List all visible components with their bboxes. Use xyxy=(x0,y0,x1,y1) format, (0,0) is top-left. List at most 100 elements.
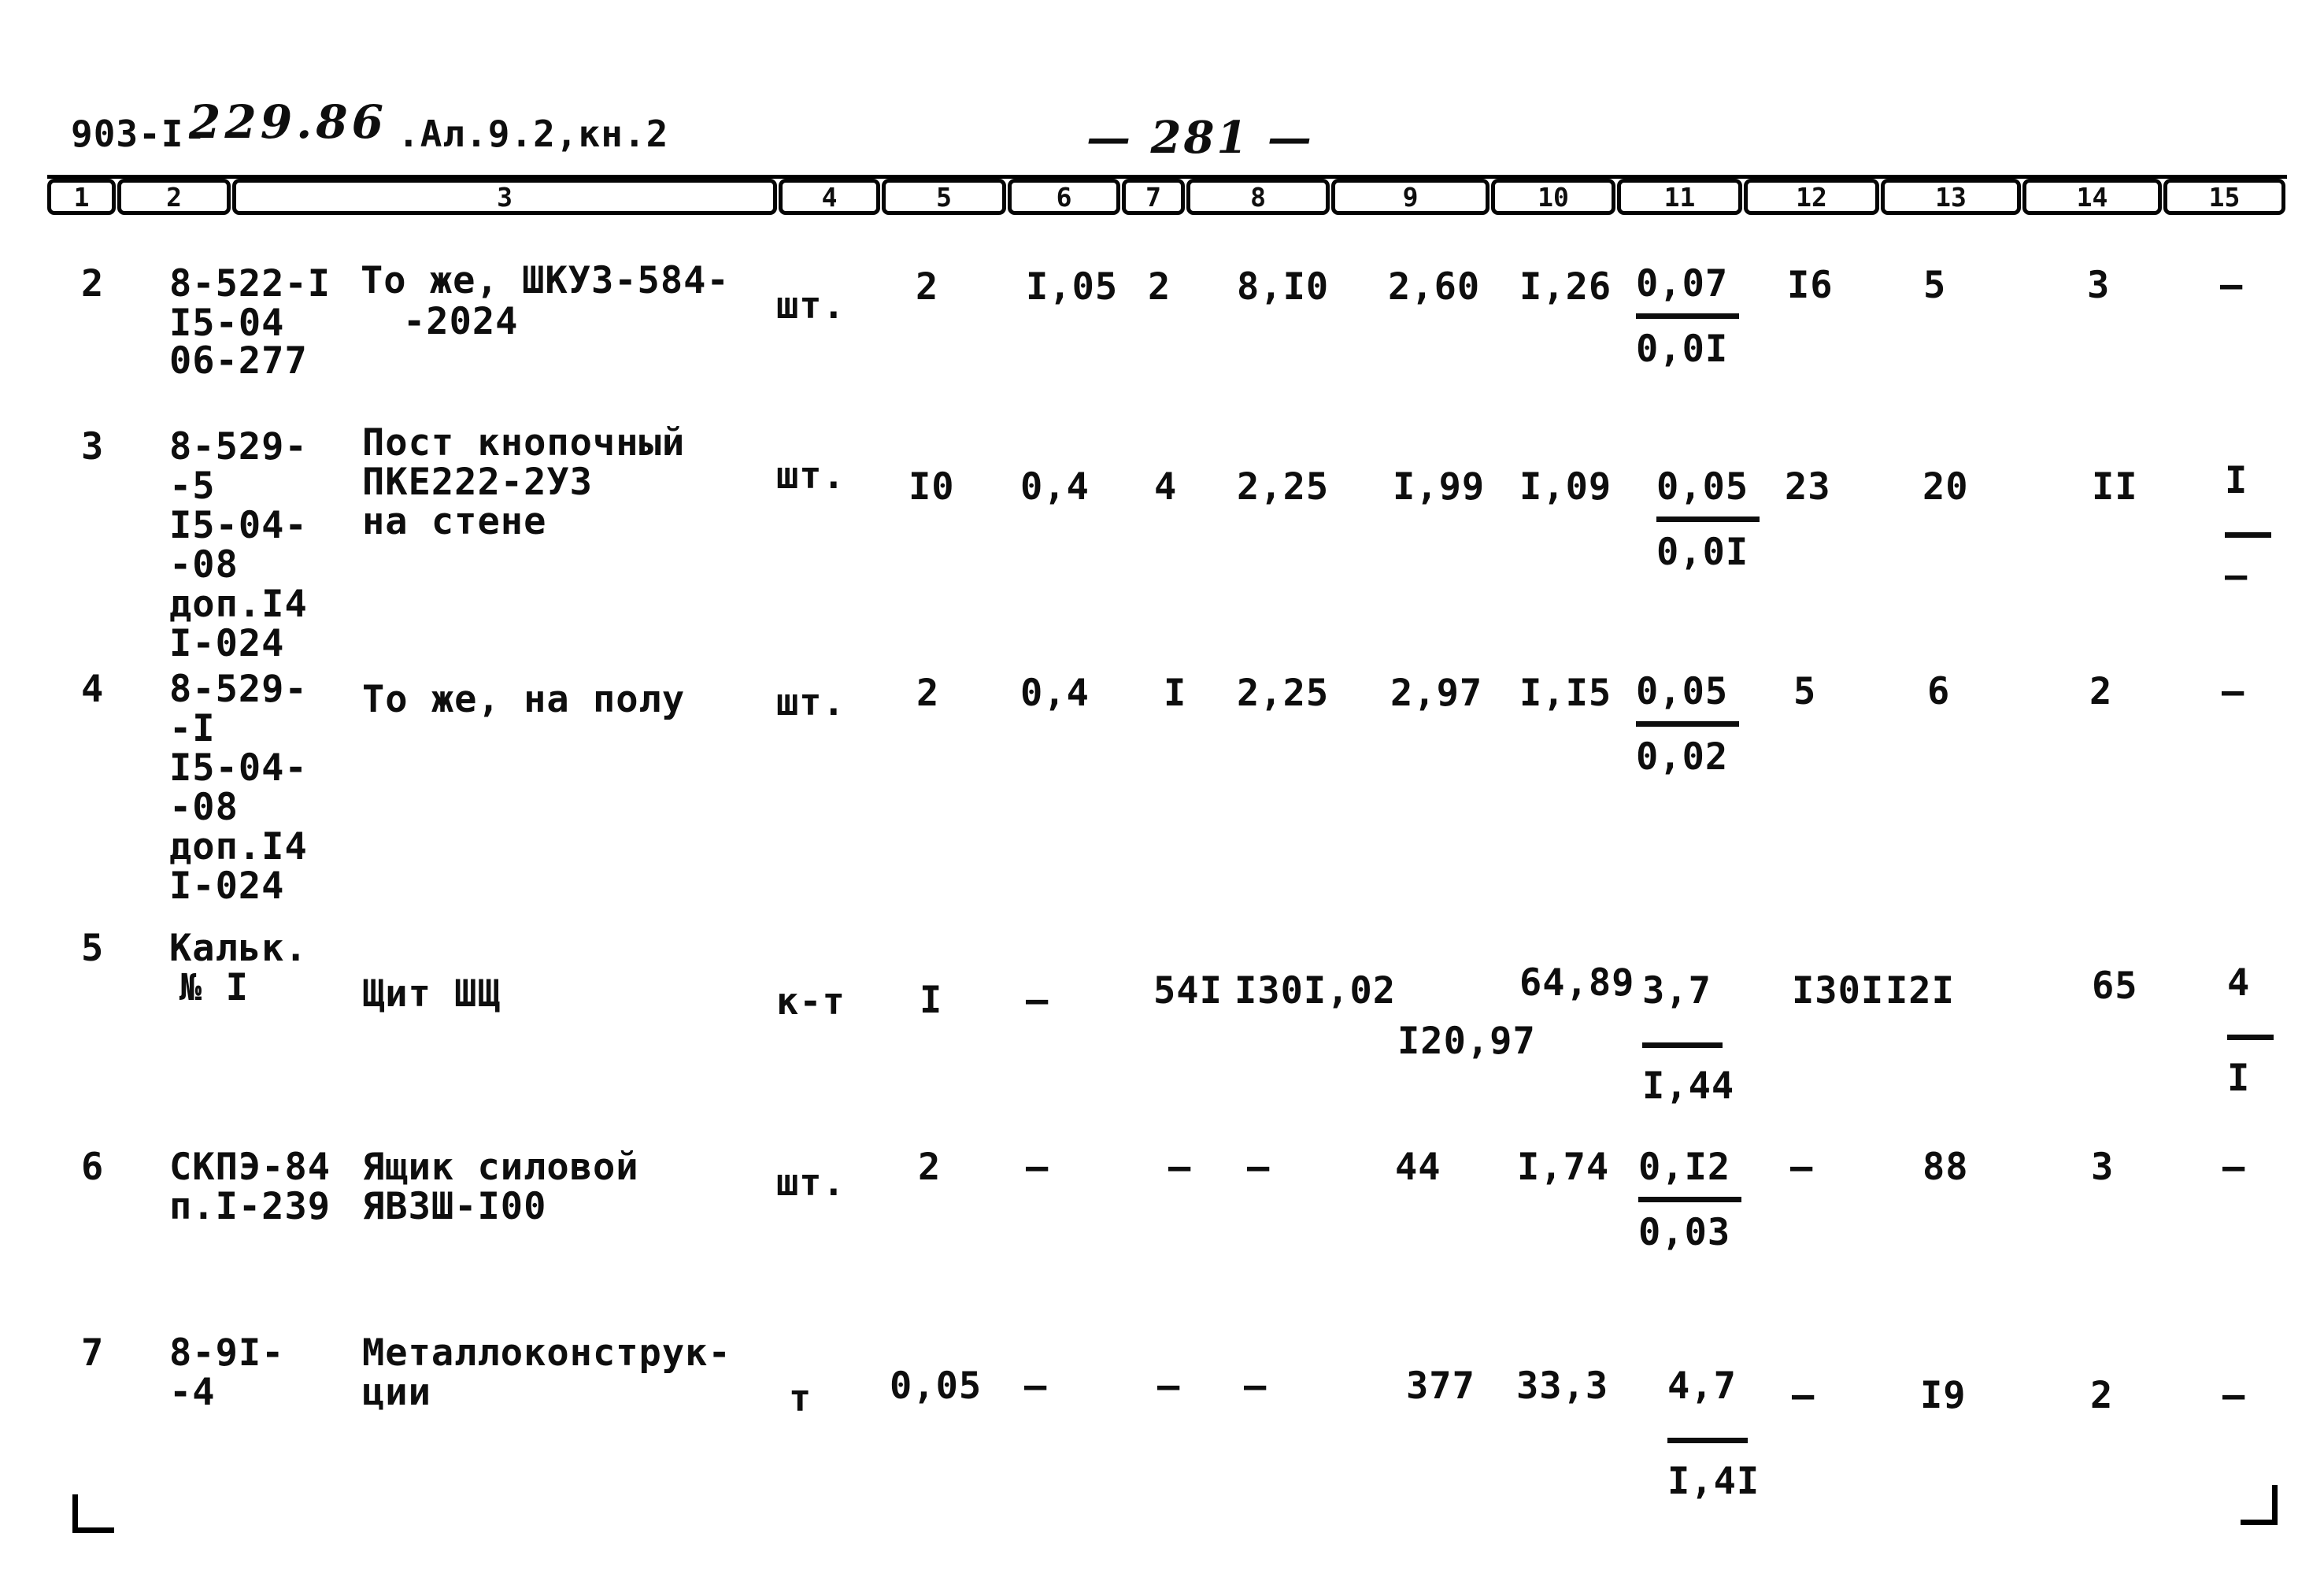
row-4-col11-fraction: 0,05 0,02 xyxy=(1636,672,1740,779)
row-4-code-line-1: 8-529- xyxy=(169,668,308,711)
row-6-col6: – xyxy=(1026,1146,1049,1189)
row-7-col14: 2 xyxy=(2090,1374,2114,1417)
column-header-13: 13 xyxy=(1881,179,2021,215)
row-6-col11-fraction: 0,I2 0,03 xyxy=(1638,1148,1742,1254)
row-4-col10: I,I5 xyxy=(1519,672,1612,715)
row-4-code-line-4: -08 xyxy=(169,786,239,829)
row-3-unit: шт. xyxy=(776,454,846,498)
row-2-col11-fraction: 0,07 0,0I xyxy=(1636,265,1740,369)
row-3-code-line-4: -08 xyxy=(169,543,239,587)
row-3-col5: I0 xyxy=(909,465,955,509)
column-header-8: 8 xyxy=(1186,179,1330,215)
column-header-9: 9 xyxy=(1331,179,1490,215)
row-7-col11-denominator: I,4I xyxy=(1667,1460,1760,1503)
row-7-col6: – xyxy=(1024,1364,1048,1408)
row-6-col10: I,74 xyxy=(1517,1146,1610,1189)
row-4-col8: 2,25 xyxy=(1237,672,1330,715)
row-3-col15-denominator: – xyxy=(2225,554,2248,598)
row-7-code-line-2: -4 xyxy=(169,1371,216,1414)
column-header-6: 6 xyxy=(1008,179,1120,215)
row-6-name-line-2: ЯВЗШ-I00 xyxy=(362,1185,547,1228)
row-4-col7: I xyxy=(1164,672,1187,715)
column-header-5: 5 xyxy=(882,179,1006,215)
row-7-col8: – xyxy=(1244,1364,1267,1408)
row-3-col15-fraction: I – xyxy=(2225,461,2271,596)
row-3-name-line-3: на стене xyxy=(362,500,547,543)
row-7-col13: I9 xyxy=(1920,1374,1967,1417)
row-4-col5: 2 xyxy=(916,672,940,715)
row-2-col14: 3 xyxy=(2087,264,2111,307)
row-3-col8: 2,25 xyxy=(1237,465,1330,509)
row-5-col11-numerator: 3,7 xyxy=(1642,972,1723,1048)
row-3-col14: II xyxy=(2092,465,2138,509)
row-2-col5: 2 xyxy=(916,265,939,309)
column-header-10: 10 xyxy=(1491,179,1615,215)
row-7-col7: – xyxy=(1157,1364,1181,1408)
row-2-item-no: 2 xyxy=(81,262,105,305)
row-4-item-no: 4 xyxy=(81,668,105,711)
row-6-col14: 3 xyxy=(2091,1146,2115,1189)
row-7-col5: 0,05 xyxy=(890,1364,983,1408)
row-3-col11-numerator: 0,05 xyxy=(1656,468,1760,522)
row-5-code-line-2: № I xyxy=(179,966,249,1009)
row-6-code-line-1: СКПЭ-84 xyxy=(169,1146,331,1189)
row-6-item-no: 6 xyxy=(81,1146,105,1189)
row-6-col5: 2 xyxy=(918,1146,942,1189)
row-5-col5: I xyxy=(920,979,943,1022)
column-header-11: 11 xyxy=(1617,179,1742,215)
row-2-col11-numerator: 0,07 xyxy=(1636,265,1740,319)
row-3-col12: 23 xyxy=(1785,465,1831,509)
row-2-code-line-2: I5-04 xyxy=(169,302,285,345)
row-2-name-line-1: То же, ШКУЗ-584- xyxy=(361,259,730,302)
column-header-15: 15 xyxy=(2163,179,2285,215)
row-4-col11-numerator: 0,05 xyxy=(1636,672,1740,727)
row-4-col15: – xyxy=(2222,670,2245,713)
row-6-col7: – xyxy=(1168,1146,1192,1189)
row-7-unit: т xyxy=(789,1377,812,1420)
column-header-4: 4 xyxy=(779,179,880,215)
row-5-col13: I2I xyxy=(1885,969,1955,1013)
row-3-code-line-2: -5 xyxy=(169,465,216,508)
row-2-col12: I6 xyxy=(1787,264,1834,307)
row-3-code-line-6: I-024 xyxy=(169,622,285,665)
row-2-code-line-3: 06-277 xyxy=(169,339,308,383)
row-3-col11-denominator: 0,0I xyxy=(1656,531,1749,574)
row-2-col10: I,26 xyxy=(1519,265,1612,309)
row-4-col13: 6 xyxy=(1927,670,1951,713)
row-6-col8: – xyxy=(1247,1146,1271,1189)
doc-number-typed: 903-I- xyxy=(71,113,207,155)
row-5-col11-fraction: 3,7 I,44 xyxy=(1642,972,1734,1106)
row-6-name-line-1: Ящик силовой xyxy=(362,1146,639,1189)
row-3-col11-fraction: 0,05 0,0I xyxy=(1656,468,1760,572)
row-7-col12: – xyxy=(1792,1374,1815,1417)
column-header-strip: 1 2 3 4 5 6 7 8 9 10 11 12 13 14 15 xyxy=(47,175,2287,215)
row-4-code-line-5: доп.I4 xyxy=(169,825,308,868)
row-5-col12: I30I xyxy=(1792,969,1885,1013)
row-4-code-line-6: I-024 xyxy=(169,865,285,908)
row-4-col14: 2 xyxy=(2089,670,2113,713)
row-3-col13: 20 xyxy=(1922,465,1969,509)
row-4-unit: шт. xyxy=(776,681,846,724)
row-5-unit: к-т xyxy=(776,980,846,1024)
row-2-col15: – xyxy=(2220,264,2244,307)
row-3-name-line-1: Пост кнопочный xyxy=(362,421,686,465)
row-6-col9: 44 xyxy=(1395,1146,1441,1189)
row-3-code-line-1: 8-529- xyxy=(169,425,308,468)
row-6-col15: – xyxy=(2222,1146,2246,1189)
row-5-col14: 65 xyxy=(2092,965,2138,1008)
row-6-col11-numerator: 0,I2 xyxy=(1638,1148,1742,1202)
row-6-code-line-2: п.I-239 xyxy=(169,1185,331,1228)
row-7-item-no: 7 xyxy=(81,1331,105,1375)
row-7-col11-numerator: 4,7 xyxy=(1667,1367,1748,1443)
row-6-col11-denominator: 0,03 xyxy=(1638,1211,1731,1254)
row-5-col15-fraction: 4 I xyxy=(2227,964,2274,1098)
crop-mark-bottom-left xyxy=(72,1494,114,1533)
row-2-col9: 2,60 xyxy=(1388,265,1481,309)
row-2-col6: I,05 xyxy=(1026,265,1119,309)
column-header-7: 7 xyxy=(1122,179,1185,215)
column-header-12: 12 xyxy=(1744,179,1879,215)
row-4-col11-denominator: 0,02 xyxy=(1636,735,1729,779)
row-3-col15-numerator: I xyxy=(2225,461,2271,538)
row-5-col7: 54I xyxy=(1153,969,1223,1013)
